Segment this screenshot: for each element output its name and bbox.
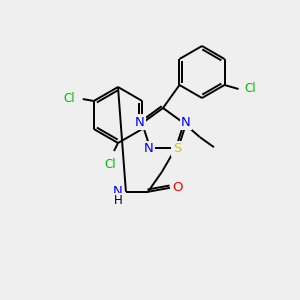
Text: N: N: [113, 185, 123, 198]
Text: H: H: [114, 194, 122, 207]
Text: S: S: [173, 142, 181, 155]
Text: N: N: [181, 116, 191, 129]
Text: N: N: [144, 142, 154, 155]
Text: Cl: Cl: [245, 82, 256, 95]
Text: N: N: [135, 116, 145, 129]
Text: Cl: Cl: [63, 92, 75, 106]
Text: O: O: [173, 181, 183, 194]
Text: Cl: Cl: [104, 158, 116, 172]
